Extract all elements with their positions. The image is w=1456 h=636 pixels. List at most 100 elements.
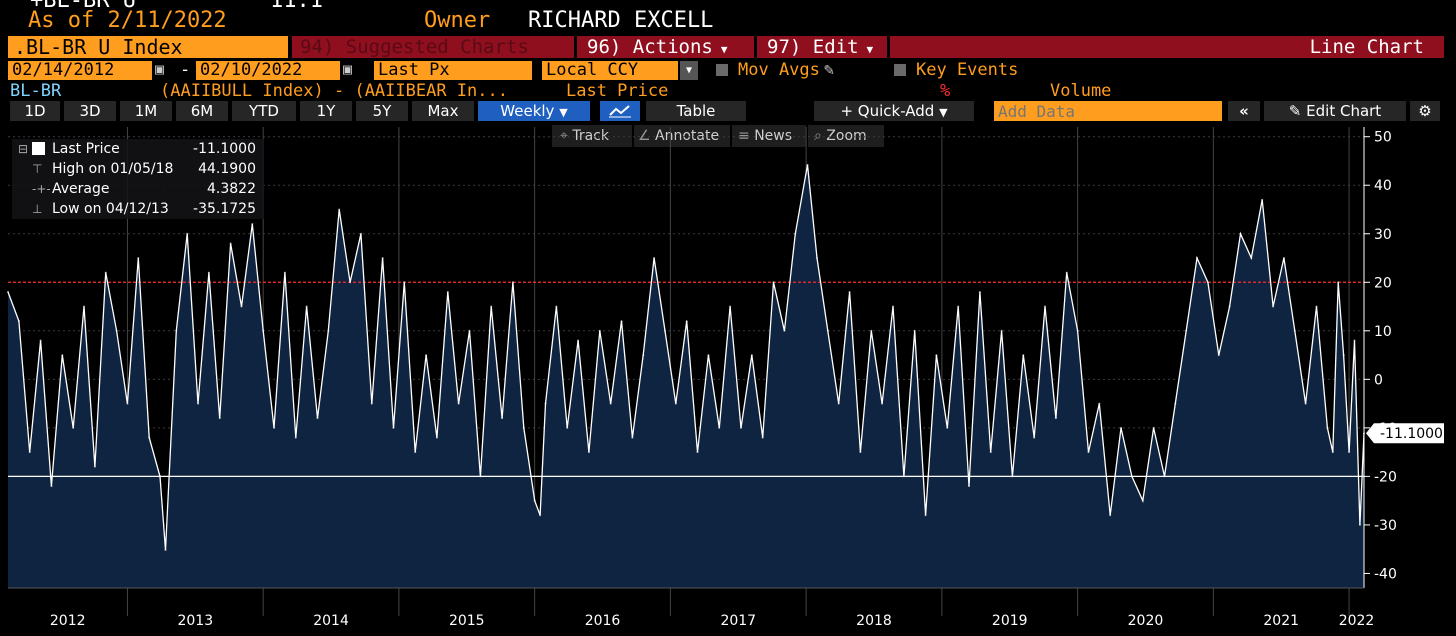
data-point bbox=[539, 514, 542, 517]
line-chart-icon[interactable] bbox=[600, 101, 640, 121]
annotate-tool[interactable]: ∠ Annotate bbox=[634, 125, 730, 147]
annotate-label: Annotate bbox=[655, 128, 720, 144]
period-1y-button[interactable]: 1Y bbox=[300, 101, 352, 121]
legend-average: -+- Average 4.3822 bbox=[12, 179, 264, 199]
period-1m-button[interactable]: 1M bbox=[120, 101, 172, 121]
news-icon: ≡ bbox=[738, 128, 750, 144]
data-point bbox=[761, 436, 764, 439]
data-point bbox=[1315, 305, 1318, 308]
data-point bbox=[1022, 354, 1025, 357]
data-point bbox=[1087, 451, 1090, 454]
data-point bbox=[978, 290, 981, 293]
period-3d-button[interactable]: 3D bbox=[64, 101, 116, 121]
data-point bbox=[642, 354, 645, 357]
data-point bbox=[72, 426, 75, 429]
last-value-tag bbox=[1366, 423, 1444, 444]
data-point bbox=[794, 232, 797, 235]
stats-legend: ⊟ Last Price -11.1000 ⊤ High on 01/05/18… bbox=[12, 139, 264, 219]
data-point bbox=[522, 426, 525, 429]
table-button[interactable]: Table bbox=[646, 101, 746, 121]
edit-menu[interactable]: 97) Edit ▼ bbox=[757, 36, 887, 58]
data-point bbox=[468, 329, 471, 332]
calendar-icon[interactable]: ▣ bbox=[343, 60, 353, 78]
data-point bbox=[1348, 451, 1351, 454]
legend-high: ⊤ High on 01/05/18 44.1900 bbox=[12, 159, 264, 179]
data-point bbox=[262, 329, 265, 332]
period-6m-button[interactable]: 6M bbox=[176, 101, 228, 121]
data-point bbox=[555, 305, 558, 308]
ticker-label: BL-BR bbox=[10, 81, 62, 101]
chart-type-label: Line Chart bbox=[890, 36, 1444, 58]
data-point bbox=[316, 417, 319, 420]
data-point bbox=[186, 232, 189, 235]
zoom-tool[interactable]: ⌕ Zoom bbox=[808, 125, 884, 147]
high-stat-value: 44.1900 bbox=[198, 161, 256, 177]
data-point bbox=[1130, 475, 1133, 478]
data-point bbox=[674, 402, 677, 405]
currency-select[interactable]: Local CCY bbox=[542, 61, 678, 80]
data-point bbox=[1054, 417, 1057, 420]
data-point bbox=[1331, 451, 1334, 454]
y-tick-label: -40 bbox=[1374, 566, 1397, 582]
x-tick-label: 2013 bbox=[177, 613, 213, 629]
data-point bbox=[218, 417, 221, 420]
period-1d-button[interactable]: 1D bbox=[10, 101, 60, 121]
data-point bbox=[772, 281, 775, 284]
data-point bbox=[653, 257, 656, 260]
data-point bbox=[968, 485, 971, 488]
pencil-icon: ✎ bbox=[823, 60, 835, 80]
quick-add-label: + Quick-Add bbox=[840, 102, 935, 120]
security-field[interactable]: .BL-BR U Index bbox=[8, 36, 288, 58]
actions-menu[interactable]: 96) Actions ▼ bbox=[577, 36, 754, 58]
mov-avgs-toggle[interactable]: Mov Avgs ✎ bbox=[716, 60, 834, 80]
data-point bbox=[28, 451, 31, 454]
frequency-select[interactable]: Weekly ▼ bbox=[478, 101, 590, 121]
suggested-charts-button[interactable]: 94) Suggested Charts bbox=[292, 36, 574, 58]
y-tick-label: 0 bbox=[1374, 372, 1383, 388]
data-point bbox=[511, 281, 514, 284]
data-point bbox=[1120, 426, 1123, 429]
data-point bbox=[359, 232, 362, 235]
news-tool[interactable]: ≡ News bbox=[732, 125, 806, 147]
data-point bbox=[631, 436, 634, 439]
y-tick-label: 10 bbox=[1374, 324, 1392, 340]
start-date-field[interactable]: 02/14/2012 bbox=[8, 61, 152, 80]
data-point bbox=[1272, 305, 1275, 308]
data-point bbox=[381, 257, 384, 260]
data-point bbox=[273, 426, 276, 429]
quick-add-button[interactable]: + Quick-Add ▼ bbox=[814, 101, 974, 121]
series-area-fill bbox=[8, 164, 1364, 588]
data-point bbox=[1206, 281, 1209, 284]
data-point bbox=[50, 485, 53, 488]
add-data-input[interactable] bbox=[994, 101, 1222, 121]
edit-chart-button[interactable]: ✎ Edit Chart bbox=[1264, 101, 1406, 121]
collapse-icon[interactable]: « bbox=[1228, 101, 1260, 121]
period-ytd-button[interactable]: YTD bbox=[232, 101, 296, 121]
period-5y-button[interactable]: 5Y bbox=[356, 101, 408, 121]
last-price-stat-value: -11.1000 bbox=[193, 141, 256, 157]
y-tick-label: 20 bbox=[1374, 275, 1392, 291]
data-point bbox=[104, 271, 107, 274]
gear-icon[interactable]: ⚙ bbox=[1410, 101, 1440, 121]
data-point bbox=[924, 514, 927, 517]
period-max-button[interactable]: Max bbox=[412, 101, 474, 121]
data-point bbox=[913, 329, 916, 332]
owner-label: Owner bbox=[424, 8, 491, 33]
x-tick-label: 2018 bbox=[856, 613, 892, 629]
track-tool[interactable]: ⌖ Track bbox=[552, 125, 632, 147]
field-select[interactable]: Last Px bbox=[374, 61, 532, 80]
calendar-icon[interactable]: ▣ bbox=[155, 60, 165, 78]
key-events-toggle[interactable]: Key Events bbox=[894, 60, 1018, 80]
x-tick-label: 2014 bbox=[313, 613, 349, 629]
zoom-icon: ⌕ bbox=[814, 128, 822, 144]
data-point bbox=[1282, 257, 1285, 260]
low-marker-icon: ⊥ bbox=[32, 202, 43, 216]
y-tick-label: -30 bbox=[1374, 518, 1397, 534]
data-point bbox=[685, 320, 688, 323]
data-point bbox=[696, 451, 699, 454]
x-tick-label: 2019 bbox=[992, 613, 1028, 629]
chevron-down-icon[interactable]: ▼ bbox=[680, 61, 698, 80]
data-point bbox=[457, 402, 460, 405]
end-date-field[interactable]: 02/10/2022 bbox=[196, 61, 340, 80]
